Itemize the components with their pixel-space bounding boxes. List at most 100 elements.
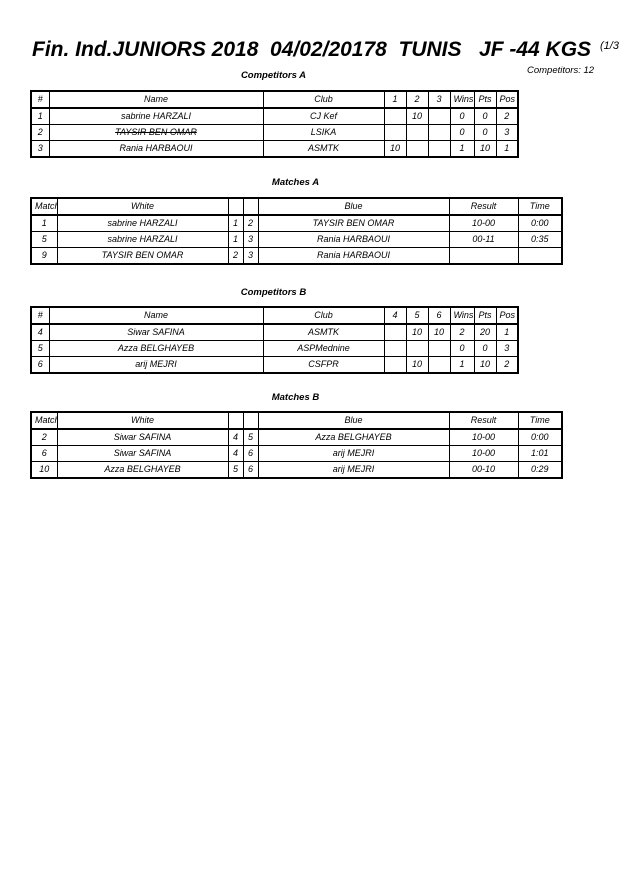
cell-score-3 [427, 124, 451, 141]
cell-blue: arij MEJRI [257, 461, 450, 479]
table-header-row: Match White Blue Result Time [30, 197, 563, 216]
col-header-club: Club [262, 306, 385, 325]
col-header-pts: Pts [473, 90, 497, 109]
col-header-num: # [30, 90, 50, 109]
cell-pos: 1 [495, 323, 519, 341]
cell-name: sabrine HARZALI [48, 107, 264, 125]
cell-blue: Rania HARBAOUI [257, 247, 450, 265]
cell-pts: 20 [473, 323, 497, 341]
cell-match: 5 [30, 231, 58, 248]
cell-match: 10 [30, 461, 58, 479]
cell-num: 6 [30, 356, 50, 374]
cell-match: 1 [30, 214, 58, 232]
competitors-count: Competitors: 12 [527, 65, 595, 76]
cell-seed-blue: 6 [242, 461, 259, 479]
col-header-blue: Blue [257, 197, 450, 216]
cell-pos: 3 [495, 340, 519, 357]
col-header-white: White [56, 197, 229, 216]
competitors-b-table: # Name Club 4 5 6 Wins Pts Pos 4 Siwar S… [30, 306, 519, 374]
table-header-row: # Name Club 1 2 3 Wins Pts Pos [30, 90, 519, 109]
table-row: 1 sabrine HARZALI CJ Kef 10 0 0 2 [30, 107, 519, 125]
col-header-seed-3: 3 [427, 90, 451, 109]
cell-wins: 0 [449, 107, 475, 125]
cell-pts: 0 [473, 340, 497, 357]
cell-white: Siwar SAFINA [56, 428, 229, 446]
cell-seed-white: 1 [227, 231, 244, 248]
cell-name: arij MEJRI [48, 356, 264, 374]
cell-score-1: 10 [383, 140, 407, 158]
cell-blue: arij MEJRI [257, 445, 450, 462]
cell-match: 9 [30, 247, 58, 265]
col-header-num: # [30, 306, 50, 325]
cell-seed-blue: 3 [242, 247, 259, 265]
cell-seed-white: 4 [227, 428, 244, 446]
col-header-match: Match [30, 411, 58, 430]
cell-score-3 [427, 107, 451, 125]
page-indicator: (1/3 [600, 40, 619, 52]
col-header-seed-1: 1 [383, 90, 407, 109]
cell-score-5: 10 [405, 323, 429, 341]
table-row: 4 Siwar SAFINA ASMTK 10 10 2 20 1 [30, 323, 519, 341]
competitors-a-table: # Name Club 1 2 3 Wins Pts Pos 1 sabrine… [30, 90, 519, 158]
cell-num: 5 [30, 340, 50, 357]
cell-result [448, 247, 519, 265]
cell-match: 6 [30, 445, 58, 462]
cell-score-3 [427, 140, 451, 158]
cell-name: Azza BELGHAYEB [48, 340, 264, 357]
page-title: Fin. Ind.JUNIORS 2018 04/02/20178 TUNIS … [32, 38, 592, 61]
cell-score-4 [383, 323, 407, 341]
col-header-pts: Pts [473, 306, 497, 325]
table-header-row: # Name Club 4 5 6 Wins Pts Pos [30, 306, 519, 325]
cell-time: 0:29 [517, 461, 563, 479]
cell-score-6: 10 [427, 323, 451, 341]
table-row: 2 TAYSIR BEN OMAR LSIKA 0 0 3 [30, 124, 519, 141]
col-header-seed-white [227, 411, 244, 430]
cell-seed-blue: 6 [242, 445, 259, 462]
cell-pts: 10 [473, 356, 497, 374]
cell-pts: 10 [473, 140, 497, 158]
col-header-time: Time [517, 197, 563, 216]
cell-score-4 [383, 340, 407, 357]
cell-result: 10-00 [448, 214, 519, 232]
cell-time: 0:35 [517, 231, 563, 248]
cell-pos: 3 [495, 124, 519, 141]
table-row: 3 Rania HARBAOUI ASMTK 10 1 10 1 [30, 140, 519, 158]
cell-time: 0:00 [517, 214, 563, 232]
cell-wins: 1 [449, 140, 475, 158]
col-header-name: Name [48, 306, 264, 325]
cell-club: CJ Kef [262, 107, 385, 125]
cell-score-1 [383, 107, 407, 125]
cell-time: 1:01 [517, 445, 563, 462]
cell-score-6 [427, 340, 451, 357]
competitors-b-caption: Competitors B [240, 287, 307, 298]
cell-white: TAYSIR BEN OMAR [56, 247, 229, 265]
cell-score-2 [405, 124, 429, 141]
cell-name: Rania HARBAOUI [48, 140, 264, 158]
cell-result: 00-11 [448, 231, 519, 248]
cell-score-4 [383, 356, 407, 374]
col-header-name: Name [48, 90, 264, 109]
col-header-seed-white [227, 197, 244, 216]
cell-blue: Azza BELGHAYEB [257, 428, 450, 446]
col-header-seed-4: 4 [383, 306, 407, 325]
col-header-result: Result [448, 411, 519, 430]
table-header-row: Match White Blue Result Time [30, 411, 563, 430]
cell-score-5: 10 [405, 356, 429, 374]
cell-time: 0:00 [517, 428, 563, 446]
col-header-blue: Blue [257, 411, 450, 430]
cell-pts: 0 [473, 107, 497, 125]
col-header-seed-blue [242, 411, 259, 430]
matches-b-caption: Matches B [271, 392, 320, 403]
cell-seed-white: 1 [227, 214, 244, 232]
table-row: 9 TAYSIR BEN OMAR 2 3 Rania HARBAOUI [30, 247, 563, 265]
cell-match: 2 [30, 428, 58, 446]
cell-seed-white: 4 [227, 445, 244, 462]
cell-seed-blue: 5 [242, 428, 259, 446]
table-row: 6 arij MEJRI CSFPR 10 1 10 2 [30, 356, 519, 374]
cell-score-5 [405, 340, 429, 357]
cell-score-2 [405, 140, 429, 158]
col-header-time: Time [517, 411, 563, 430]
competitors-a-caption: Competitors A [240, 70, 307, 81]
cell-score-6 [427, 356, 451, 374]
cell-score-2: 10 [405, 107, 429, 125]
